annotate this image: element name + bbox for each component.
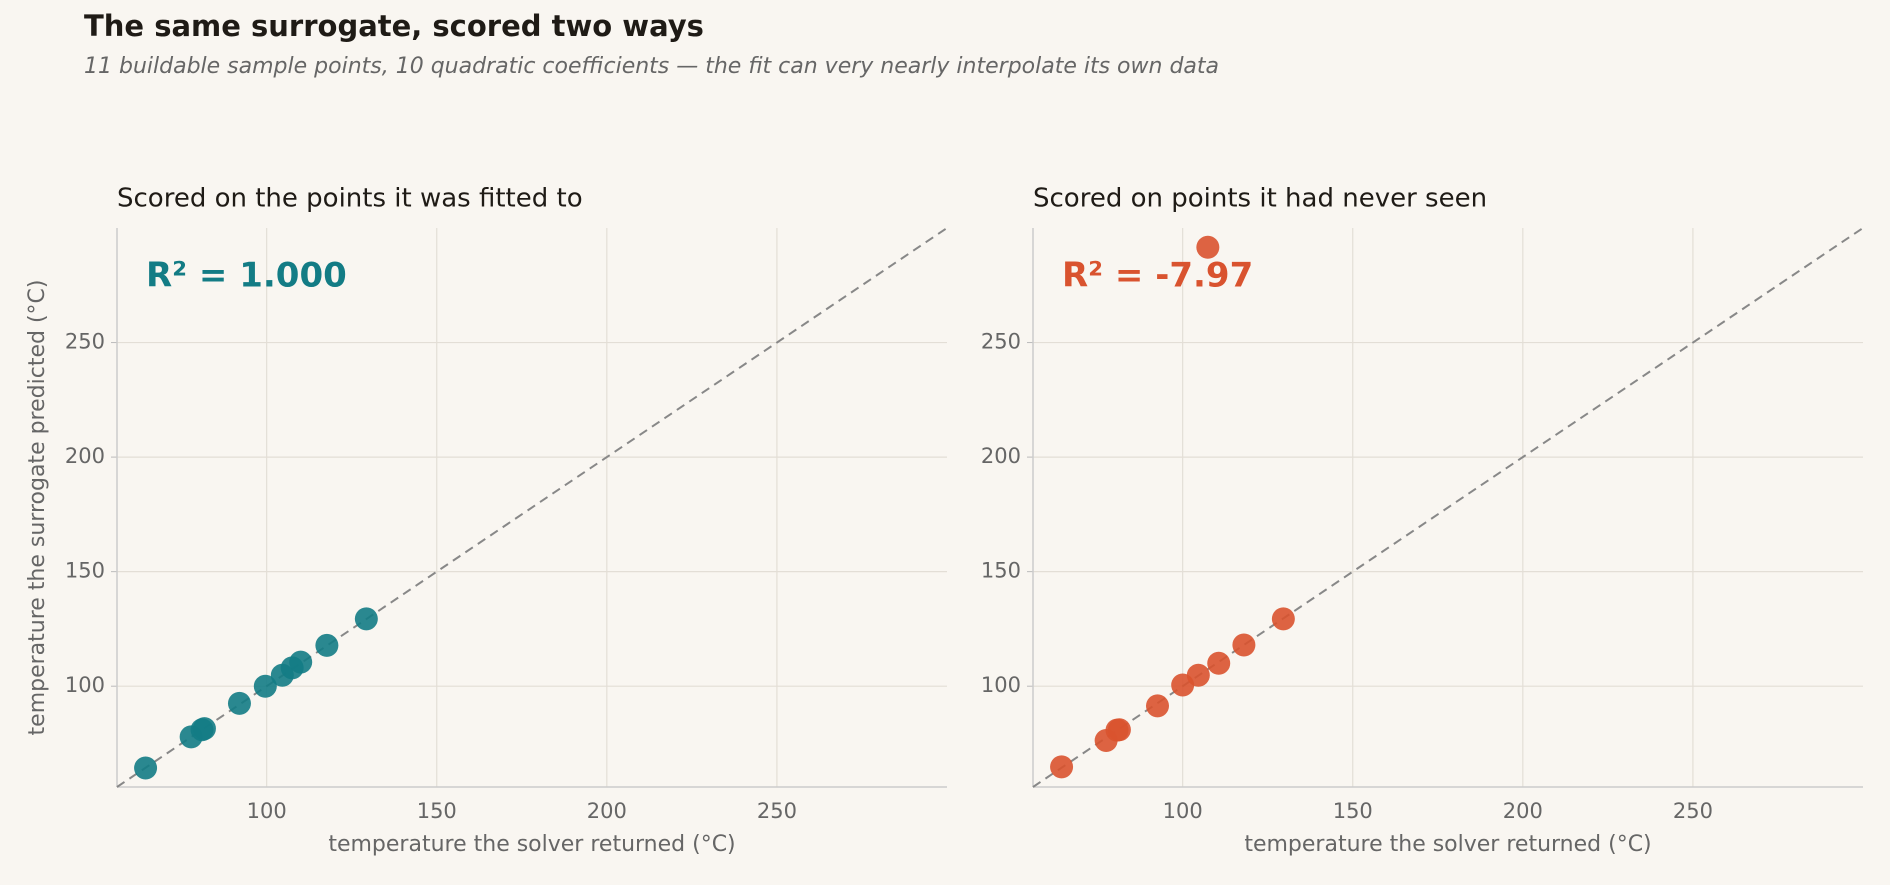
point [192,717,216,741]
point [1196,235,1220,259]
point [1050,755,1074,779]
point [1186,663,1210,687]
point [253,674,277,698]
y-tick-label: 250 [981,330,1021,354]
figure-title: The same surrogate, scored two ways [84,9,704,43]
point [1271,607,1295,631]
x-tick-label: 200 [587,799,627,823]
y-tick-label: 150 [65,559,105,583]
point [1232,633,1256,657]
point [1107,718,1131,742]
y-tick-label: 150 [981,559,1021,583]
x-tick-label: 100 [247,799,287,823]
point [289,650,313,674]
x-tick-label: 200 [1503,799,1543,823]
y-tick-label: 100 [65,673,105,697]
identity-line [116,227,948,788]
x-tick-label: 250 [1673,799,1713,823]
y-tick-label: 200 [65,444,105,468]
x-axis-label: temperature the solver returned (°C) [328,832,735,857]
identity-line [1032,227,1864,788]
x-axis-label: temperature the solver returned (°C) [1244,832,1651,857]
panel-title: Scored on the points it was fitted to [117,184,583,214]
x-tick-label: 250 [757,799,797,823]
point [1146,694,1169,718]
y-tick-label: 100 [981,673,1021,697]
x-tick-label: 100 [1163,799,1203,823]
y-axis-label: temperature the surrogate predicted (°C) [25,280,50,736]
y-tick-label: 200 [981,444,1021,468]
x-tick-label: 150 [417,799,457,823]
panel-title: Scored on points it had never seen [1033,184,1487,214]
point [315,633,339,657]
point [134,756,158,780]
point [354,607,378,631]
x-tick-label: 150 [1333,799,1373,823]
y-tick-label: 250 [65,330,105,354]
point [227,691,251,715]
figure-subtitle: 11 buildable sample points, 10 quadratic… [84,54,1219,79]
annotation: R² = -7.97 [1062,256,1253,296]
annotation: R² = 1.000 [146,256,347,296]
point [1207,651,1231,675]
